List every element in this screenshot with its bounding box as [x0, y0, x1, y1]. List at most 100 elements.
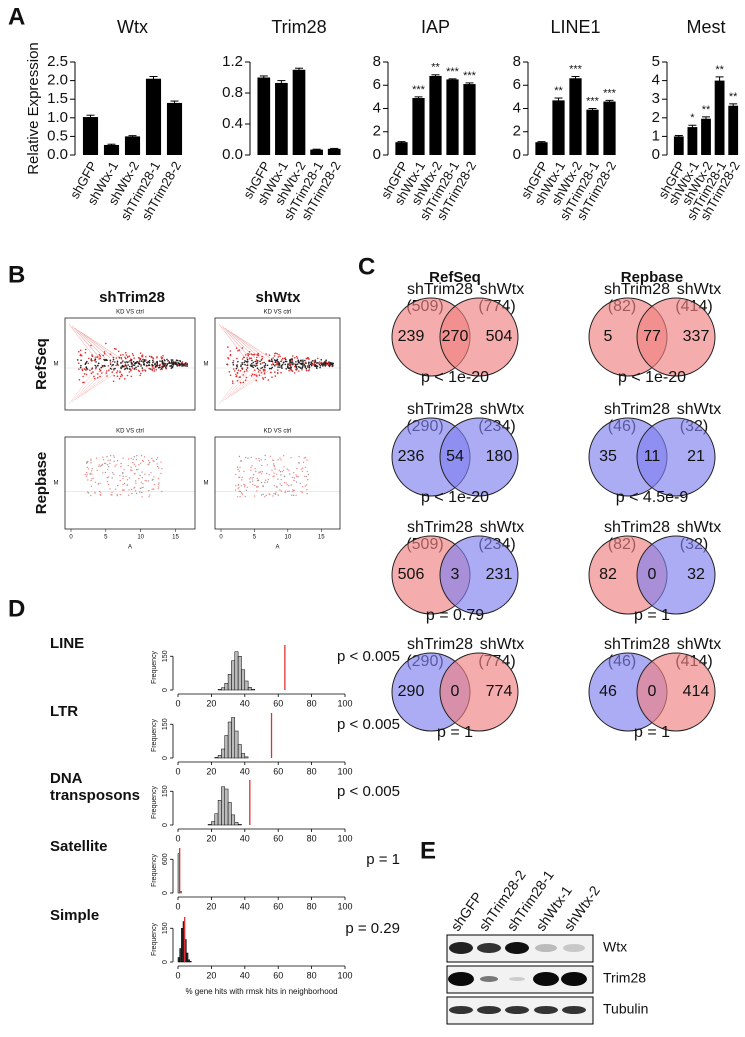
scatter-dot: [131, 367, 134, 369]
scatter-dot: [155, 364, 158, 367]
scatter-dot: [264, 366, 266, 369]
band: [477, 943, 501, 953]
bar: [412, 98, 425, 155]
scatter-dot: [296, 467, 298, 470]
scatter-dot: [133, 487, 135, 489]
region-count: 21: [687, 448, 705, 465]
set-name: shWtx: [677, 401, 721, 418]
scatter-dot: [91, 478, 93, 480]
scatter-dot: [282, 357, 284, 360]
scatter-dot: [257, 352, 259, 355]
scatter-dot: [229, 374, 232, 377]
histogram-bar: [241, 753, 246, 759]
scatter-dot: [118, 357, 121, 359]
scatter-dot: [113, 347, 116, 350]
scatter-dot: [133, 367, 136, 370]
scatter-dot: [106, 464, 109, 466]
scatter-dot: [307, 369, 310, 372]
histogram-bar: [237, 824, 242, 826]
scatter-dot: [94, 481, 97, 483]
scatter-dot: [253, 369, 256, 372]
scatter-dot: [162, 355, 164, 357]
scatter-dot: [132, 458, 134, 461]
scatter-dot: [181, 365, 183, 367]
scatter-dot: [290, 363, 293, 365]
band: [449, 1006, 473, 1014]
scatter-dot: [95, 367, 97, 370]
scatter-dot: [84, 474, 86, 476]
scatter-dot: [107, 365, 110, 367]
x-tick-label: 80: [307, 901, 317, 911]
region-count: 414: [683, 683, 710, 700]
scatter-dot: [243, 470, 245, 472]
scatter-dot: [86, 474, 88, 476]
scatter-dot: [120, 356, 122, 359]
scatter-dot: [262, 368, 265, 371]
scatter-dot: [164, 359, 166, 362]
y-axis-label: Relative Expression: [25, 42, 42, 175]
scatter-dot: [95, 457, 98, 459]
scatter-dot: [122, 360, 124, 362]
scatter-dot: [306, 484, 308, 486]
scatter-dot: [94, 364, 96, 367]
scatter-texture: [68, 323, 189, 405]
scatter-dot: [156, 463, 158, 465]
scatter-dot: [109, 459, 111, 461]
band: [449, 942, 473, 954]
scatter-dot: [150, 355, 153, 358]
scatter-dot: [153, 460, 155, 463]
scatter-dot: [132, 354, 135, 357]
scatter-dot: [272, 362, 274, 364]
scatter-dot: [244, 456, 247, 459]
scatter-dot: [275, 363, 278, 366]
scatter-dot: [238, 476, 240, 479]
scatter-dot: [99, 482, 101, 485]
x-tick-label: 0: [219, 535, 223, 541]
venn-circle: [636, 535, 716, 615]
scatter-dot: [269, 493, 271, 496]
scatter-dot: [280, 459, 282, 461]
scatter-dot: [276, 486, 278, 489]
scatter-dot: [330, 362, 332, 365]
y-tick-label: 2: [652, 109, 660, 126]
scatter-dot: [259, 363, 262, 365]
scatter-dot: [95, 366, 97, 368]
streak: [74, 327, 106, 359]
scatter-dot: [291, 494, 293, 496]
y-tick-label: 1: [652, 127, 660, 144]
panel-label: A: [8, 3, 25, 30]
scatter-dot: [304, 456, 307, 459]
panel-label: E: [420, 837, 436, 864]
y-axis-label: M: [54, 481, 59, 487]
bar: [701, 118, 711, 155]
y-axis-label: Frequency: [151, 718, 158, 752]
scatter-dot: [243, 483, 245, 486]
scatter-dot: [144, 370, 147, 372]
x-tick-label: 60: [273, 766, 283, 776]
scatter-dot: [133, 463, 135, 465]
scatter-dot: [156, 362, 158, 364]
scatter-dot: [304, 485, 306, 487]
scatter-dot: [77, 362, 80, 365]
scatter-dot: [108, 466, 110, 468]
scatter-dot: [313, 363, 315, 366]
scatter-dot: [303, 457, 305, 459]
scatter-dot: [302, 360, 304, 363]
panel-label: B: [8, 261, 25, 288]
scatter-dot: [305, 367, 308, 370]
scatter-dot: [119, 494, 122, 496]
scatter-dot: [99, 493, 102, 496]
scatter-dot: [151, 365, 154, 368]
scatter-dot: [314, 359, 317, 362]
row-label: Satellite: [50, 838, 108, 855]
scatter-dot: [248, 357, 251, 360]
venn-circle: [439, 535, 519, 615]
scatter-dot: [138, 464, 140, 466]
set-name: shTrim28: [604, 519, 670, 536]
scatter-dot: [140, 454, 143, 457]
scatter-dot: [83, 373, 86, 375]
scatter-dot: [289, 473, 291, 475]
scatter-dot: [304, 365, 307, 367]
scatter-dot: [113, 374, 115, 377]
scatter-dot: [133, 364, 136, 367]
